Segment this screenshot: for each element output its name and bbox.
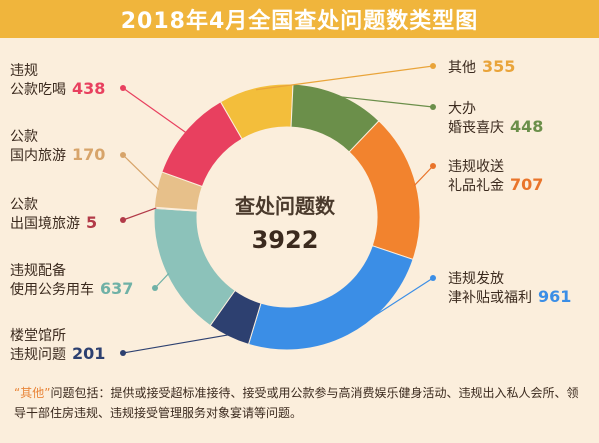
leader-line-6: [122, 207, 157, 221]
label-7-value: 170: [72, 145, 106, 164]
label-1-line-1: 婚丧喜庆 448: [448, 118, 543, 137]
donut-chart: [120, 63, 436, 356]
label-8-line-1: 公款吃喝 438: [10, 80, 105, 99]
label-3-line-0: 违规发放: [448, 270, 571, 288]
leader-dot-5: [152, 285, 158, 291]
leader-line-7: [122, 154, 160, 191]
leader-line-2: [413, 165, 434, 187]
label-2-text-0: 违规收送: [448, 159, 504, 175]
label-6-line-1: 出国境旅游 5: [10, 214, 97, 233]
label-3-line-1: 津补贴或福利 961: [448, 288, 571, 307]
leader-dot-8: [120, 85, 126, 91]
label-0-line-0: 其他 355: [448, 58, 515, 77]
label-8: 违规公款吃喝 438: [10, 62, 105, 99]
label-6-text-1: 出国境旅游: [10, 216, 80, 232]
label-6-text-0: 公款: [10, 197, 38, 213]
leader-dot-7: [120, 152, 126, 158]
label-6-value: 5: [86, 213, 98, 232]
label-7-text-0: 公款: [10, 129, 38, 145]
leader-line-4: [122, 334, 230, 354]
label-2-text-1: 礼品礼金: [448, 178, 504, 194]
label-5-value: 637: [100, 279, 134, 298]
leader-dot-2: [430, 163, 436, 169]
footnote: “其他”问题包括：提供或接受超标准接待、接受或用公款参与高消费娱乐健身活动、违规…: [14, 383, 586, 423]
label-4-text-0: 楼堂馆所: [10, 328, 66, 344]
footnote-highlight: “其他”: [14, 386, 51, 400]
leader-dot-3: [430, 275, 436, 281]
center-total: 3922: [185, 226, 385, 254]
label-8-text-1: 公款吃喝: [10, 82, 66, 98]
label-2-line-1: 礼品礼金 707: [448, 176, 543, 195]
label-4-line-1: 违规问题 201: [10, 345, 105, 364]
center-label-text: 查处问题数: [235, 194, 335, 218]
label-3-text-0: 违规发放: [448, 271, 504, 287]
label-2: 违规收送礼品礼金 707: [448, 158, 543, 195]
label-0: 其他 355: [448, 58, 515, 77]
leader-dot-1: [430, 104, 436, 110]
leader-line-3: [346, 277, 434, 334]
leader-line-0: [255, 65, 434, 91]
label-5-line-1: 使用公务用车 637: [10, 280, 133, 299]
label-5-text-0: 违规配备: [10, 263, 66, 279]
label-1-text-0: 大办: [448, 101, 476, 117]
center-label: 查处问题数: [185, 190, 385, 219]
label-3: 违规发放津补贴或福利 961: [448, 270, 571, 307]
chart-title: 2018年4月全国查处问题数类型图: [120, 9, 479, 34]
label-8-value: 438: [72, 79, 106, 98]
label-8-line-0: 违规: [10, 62, 105, 80]
leader-dot-6: [120, 217, 126, 223]
donut-hole: [197, 127, 377, 307]
label-1-text-1: 婚丧喜庆: [448, 120, 504, 136]
leader-line-8: [122, 87, 187, 134]
leader-dot-4: [120, 350, 126, 356]
label-3-text-1: 津补贴或福利: [448, 290, 532, 306]
center-total-value: 3922: [251, 226, 319, 254]
label-2-value: 707: [510, 175, 544, 194]
label-5: 违规配备使用公务用车 637: [10, 262, 133, 299]
label-4-line-0: 楼堂馆所: [10, 327, 105, 345]
label-1-value: 448: [510, 117, 544, 136]
label-4-value: 201: [72, 344, 106, 363]
label-0-text-0: 其他: [448, 60, 476, 76]
label-7-text-1: 国内旅游: [10, 148, 66, 164]
label-6: 公款出国境旅游 5: [10, 196, 97, 233]
footnote-text: 问题包括：提供或接受超标准接待、接受或用公款参与高消费娱乐健身活动、违规出入私人…: [14, 386, 579, 420]
label-5-line-0: 违规配备: [10, 262, 133, 280]
label-4: 楼堂馆所违规问题 201: [10, 327, 105, 364]
label-2-line-0: 违规收送: [448, 158, 543, 176]
label-1-line-0: 大办: [448, 100, 543, 118]
label-7-line-0: 公款: [10, 128, 105, 146]
label-8-text-0: 违规: [10, 63, 38, 79]
label-3-value: 961: [538, 287, 572, 306]
label-6-line-0: 公款: [10, 196, 97, 214]
leader-line-1: [338, 95, 434, 108]
label-7: 公款国内旅游 170: [10, 128, 105, 165]
label-5-text-1: 使用公务用车: [10, 282, 94, 298]
label-0-value: 355: [482, 57, 516, 76]
leader-dot-0: [430, 63, 436, 69]
label-1: 大办婚丧喜庆 448: [448, 100, 543, 137]
title-bar: 2018年4月全国查处问题数类型图: [0, 0, 599, 38]
leader-line-5: [154, 272, 170, 289]
label-4-text-1: 违规问题: [10, 347, 66, 363]
label-7-line-1: 国内旅游 170: [10, 146, 105, 165]
